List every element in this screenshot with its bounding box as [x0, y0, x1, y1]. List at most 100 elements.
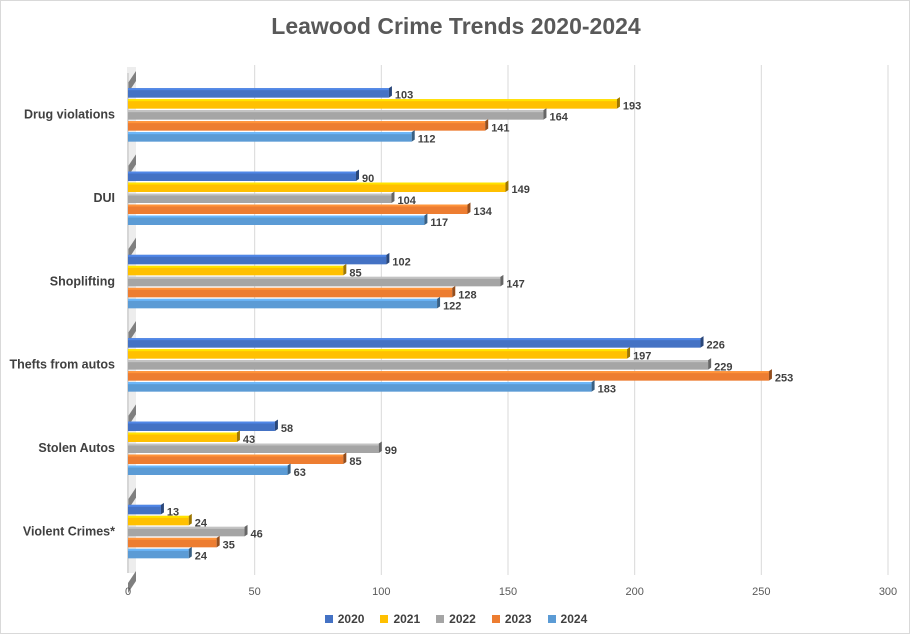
bar-highlight [128, 432, 237, 435]
data-label: 226 [707, 340, 725, 352]
x-tick-label: 250 [752, 586, 770, 598]
bar-end-cap [505, 180, 509, 192]
bar-end-cap [500, 274, 504, 287]
bar-end-cap [188, 546, 192, 559]
bar-highlight [128, 421, 275, 424]
data-label: 104 [397, 195, 416, 207]
bar-highlight [128, 99, 617, 102]
legend-label: 2022 [449, 612, 476, 626]
axis-wall-marker [128, 71, 136, 93]
bar-highlight [128, 360, 709, 363]
bar [128, 360, 709, 370]
bar-highlight [128, 382, 592, 385]
chart-title: Leawood Crime Trends 2020-2024 [271, 13, 641, 39]
data-label: 117 [430, 217, 448, 229]
x-tick-label: 100 [372, 586, 390, 598]
bar-end-cap [485, 119, 489, 131]
data-label: 229 [714, 362, 732, 374]
bar-highlight [128, 88, 389, 91]
bar [128, 465, 288, 475]
bar-highlight [128, 298, 438, 301]
bar-highlight [128, 132, 412, 135]
bar [128, 504, 161, 515]
axis-wall-marker [128, 237, 136, 260]
bar-highlight [128, 548, 189, 551]
category-label: DUI [93, 191, 115, 205]
bar [128, 371, 769, 381]
bar [128, 454, 344, 464]
bar [128, 287, 453, 298]
data-label: 253 [775, 373, 793, 385]
bar-end-cap [391, 191, 395, 203]
data-label: 90 [362, 173, 374, 185]
bar [128, 338, 701, 348]
bar-end-cap [343, 263, 347, 276]
x-tick-label: 50 [249, 586, 261, 598]
data-label: 103 [395, 90, 413, 102]
x-tick-label: 0 [125, 586, 131, 598]
data-label: 122 [443, 300, 461, 312]
bar-end-cap [437, 296, 441, 309]
bar-highlight [128, 371, 769, 374]
category-label: Drug violations [24, 108, 115, 122]
category-label: Thefts from autos [9, 358, 115, 372]
legend-label: 2024 [560, 612, 588, 626]
axis-wall-marker [128, 487, 136, 510]
bar [128, 265, 344, 276]
bar [128, 443, 379, 453]
bar-end-cap [386, 252, 390, 265]
bar-highlight [128, 287, 453, 290]
bar [128, 276, 501, 287]
category-label: Stolen Autos [38, 441, 115, 455]
data-label: 63 [294, 467, 306, 479]
data-label: 24 [195, 550, 208, 562]
bar-end-cap [236, 430, 240, 442]
bar-highlight [128, 537, 217, 540]
bar-highlight [128, 182, 506, 185]
bar [128, 526, 245, 537]
bar-end-cap [768, 369, 772, 381]
data-label: 112 [418, 134, 436, 146]
bar [128, 215, 425, 225]
data-label: 43 [243, 434, 255, 446]
bar-highlight [128, 121, 486, 124]
bar [128, 382, 592, 392]
legend-item: 2021 [380, 612, 420, 626]
data-label: 35 [223, 539, 235, 551]
legend-label: 2020 [337, 612, 365, 626]
bar-end-cap [424, 213, 428, 225]
data-label: 164 [549, 112, 568, 124]
data-label: 13 [167, 506, 179, 518]
data-label: 134 [473, 206, 492, 218]
bar-end-cap [356, 169, 359, 181]
legend-item: 2023 [491, 612, 532, 626]
data-label: 58 [281, 423, 293, 435]
bar-highlight [128, 204, 468, 207]
bar [128, 110, 544, 120]
bar-highlight [128, 338, 701, 341]
bar [128, 99, 617, 109]
legend-swatch [324, 615, 333, 623]
bar [128, 171, 356, 181]
bar [128, 349, 628, 359]
axis-wall-marker [128, 154, 136, 177]
bar-highlight [128, 465, 288, 468]
bar-end-cap [591, 380, 595, 392]
legend-item: 2024 [547, 612, 588, 626]
legend-swatch [436, 615, 445, 623]
bar-highlight [128, 265, 344, 268]
data-label: 128 [458, 289, 476, 301]
bar [128, 254, 387, 265]
legend-item: 2022 [436, 612, 476, 626]
bar-highlight [128, 276, 501, 279]
bar [128, 515, 189, 526]
bar-end-cap [627, 347, 631, 359]
data-label: 193 [623, 101, 641, 113]
x-tick-label: 150 [499, 586, 517, 598]
bar-end-cap [467, 202, 471, 214]
x-tick-label: 200 [625, 586, 643, 598]
bar-highlight [128, 443, 379, 446]
legend-item: 2020 [324, 612, 365, 626]
bar-highlight [128, 215, 425, 218]
